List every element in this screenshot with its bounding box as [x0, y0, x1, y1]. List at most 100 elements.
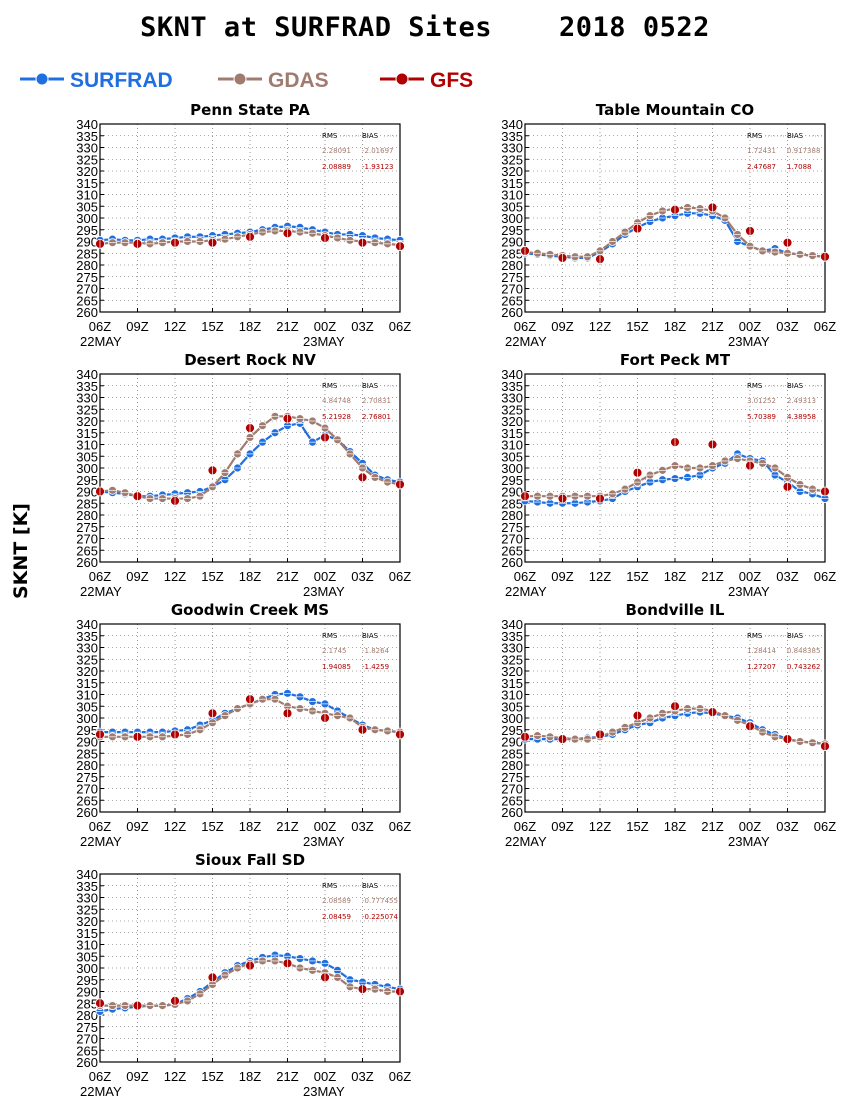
- legend-marker: [233, 72, 247, 86]
- series-gfs: [95, 694, 405, 742]
- y-tick-label: 270: [76, 532, 98, 547]
- y-ticks: 2602652702752802852902953003053103153203…: [76, 867, 104, 1070]
- y-tick-label: 310: [501, 688, 523, 703]
- stats-header-rms: RMS: [747, 382, 763, 390]
- x-tick-label: 06Z: [814, 569, 836, 584]
- y-tick-label: 335: [76, 879, 98, 894]
- stats-box: RMS BIAS 1.72431 0.917388 2.47687 1.7088: [747, 132, 825, 171]
- panel-sioux-fall-sd: Sioux Fall SD 260265270275280285290295300…: [76, 851, 411, 1099]
- panel-bondville-il: Bondville IL2602652702752802852902953003…: [501, 601, 836, 849]
- y-tick-label: 325: [501, 652, 523, 667]
- stats-rms-gfs: 1.27207: [747, 663, 776, 671]
- panel-title: Table Mountain CO: [596, 101, 754, 119]
- y-tick-label: 320: [501, 414, 523, 429]
- y-tick-label: 260: [76, 305, 98, 320]
- series-gfs: [95, 958, 405, 1011]
- stats-bias-gfs: -0.225074: [362, 913, 398, 921]
- y-tick-label: 285: [76, 746, 98, 761]
- x-tick-label: 00Z: [314, 569, 336, 584]
- x-tick-label: 06Z: [89, 1069, 111, 1084]
- x-tick-label: 15Z: [626, 569, 648, 584]
- stats-rms-gfs: 5.21928: [322, 413, 351, 421]
- y-tick-label: 315: [501, 676, 523, 691]
- y-tick-label: 265: [501, 293, 523, 308]
- legend-marker: [395, 72, 409, 86]
- stats-header-bias: BIAS: [362, 382, 379, 390]
- x-tick-label: 03Z: [776, 319, 798, 334]
- grid: [100, 624, 400, 812]
- stats-rms-gfs: 2.47687: [747, 163, 776, 171]
- y-tick-label: 335: [501, 129, 523, 144]
- stats-rms-gdas: 3.01252: [747, 397, 776, 405]
- y-tick-label: 280: [501, 508, 523, 523]
- y-tick-label: 275: [76, 520, 98, 535]
- y-tick-label: 325: [76, 402, 98, 417]
- y-tick-label: 295: [76, 473, 98, 488]
- date-label: 23MAY: [303, 334, 345, 349]
- x-tick-label: 12Z: [164, 819, 186, 834]
- x-tick-label: 06Z: [89, 819, 111, 834]
- stats-bias-gdas: 2.70831: [362, 397, 391, 405]
- legend: SURFRAD GDAS GFS: [20, 69, 473, 92]
- stats-header-rms: RMS: [322, 132, 338, 140]
- stats-rms-gfs: 1.94085: [322, 663, 351, 671]
- y-tick-label: 290: [501, 235, 523, 250]
- x-tick-label: 18Z: [239, 819, 261, 834]
- x-tick-label: 03Z: [351, 819, 373, 834]
- stats-bias-gdas: 0.917388: [787, 147, 820, 155]
- y-ticks: 2602652702752802852902953003053103153203…: [501, 367, 529, 570]
- y-tick-label: 260: [76, 1055, 98, 1070]
- y-tick-label: 310: [76, 938, 98, 953]
- y-tick-label: 305: [501, 199, 523, 214]
- stats-bias-gdas: -1.8264: [362, 647, 390, 655]
- stats-rms-gdas: 4.84748: [322, 397, 351, 405]
- x-tick-label: 18Z: [239, 1069, 261, 1084]
- x-tick-label: 09Z: [126, 819, 148, 834]
- x-tick-label: 09Z: [126, 1069, 148, 1084]
- y-tick-label: 305: [501, 449, 523, 464]
- y-tick-label: 320: [76, 164, 98, 179]
- panel-title: Goodwin Creek MS: [171, 601, 329, 619]
- legend-label: SURFRAD: [70, 69, 173, 92]
- y-tick-label: 335: [76, 129, 98, 144]
- y-tick-label: 290: [501, 735, 523, 750]
- y-tick-label: 315: [76, 676, 98, 691]
- y-tick-label: 330: [76, 891, 98, 906]
- x-tick-label: 15Z: [626, 819, 648, 834]
- y-tick-label: 340: [501, 367, 523, 382]
- stats-rms-gdas: 1.28414: [747, 647, 776, 655]
- series-surfrad: [520, 208, 830, 263]
- y-tick-label: 315: [76, 176, 98, 191]
- y-tick-label: 260: [76, 805, 98, 820]
- grid: [525, 624, 825, 812]
- y-tick-label: 280: [76, 758, 98, 773]
- date-label: 22MAY: [80, 1084, 122, 1099]
- y-tick-label: 295: [76, 973, 98, 988]
- x-tick-label: 00Z: [314, 1069, 336, 1084]
- stats-header-rms: RMS: [747, 132, 763, 140]
- x-tick-label: 09Z: [551, 819, 573, 834]
- panel-table-mountain-co: Table Mountain CO 26026527027528028529029…: [501, 101, 836, 349]
- y-tick-label: 310: [76, 438, 98, 453]
- stats-bias-gfs: 4.38958: [787, 413, 816, 421]
- x-tick-label: 00Z: [314, 819, 336, 834]
- y-tick-label: 285: [501, 496, 523, 511]
- series-gdas: [95, 411, 405, 503]
- y-tick-label: 295: [501, 723, 523, 738]
- x-tick-label: 15Z: [626, 319, 648, 334]
- y-tick-label: 340: [76, 367, 98, 382]
- y-tick-label: 335: [501, 629, 523, 644]
- page-title: SKNT at SURFRAD Sites 2018 0522: [140, 12, 710, 43]
- y-tick-label: 260: [501, 305, 523, 320]
- stats-header-bias: BIAS: [362, 882, 379, 890]
- x-tick-label: 03Z: [351, 1069, 373, 1084]
- y-tick-label: 275: [501, 520, 523, 535]
- y-tick-label: 315: [501, 176, 523, 191]
- x-tick-label: 15Z: [201, 819, 223, 834]
- x-tick-label: 21Z: [276, 569, 298, 584]
